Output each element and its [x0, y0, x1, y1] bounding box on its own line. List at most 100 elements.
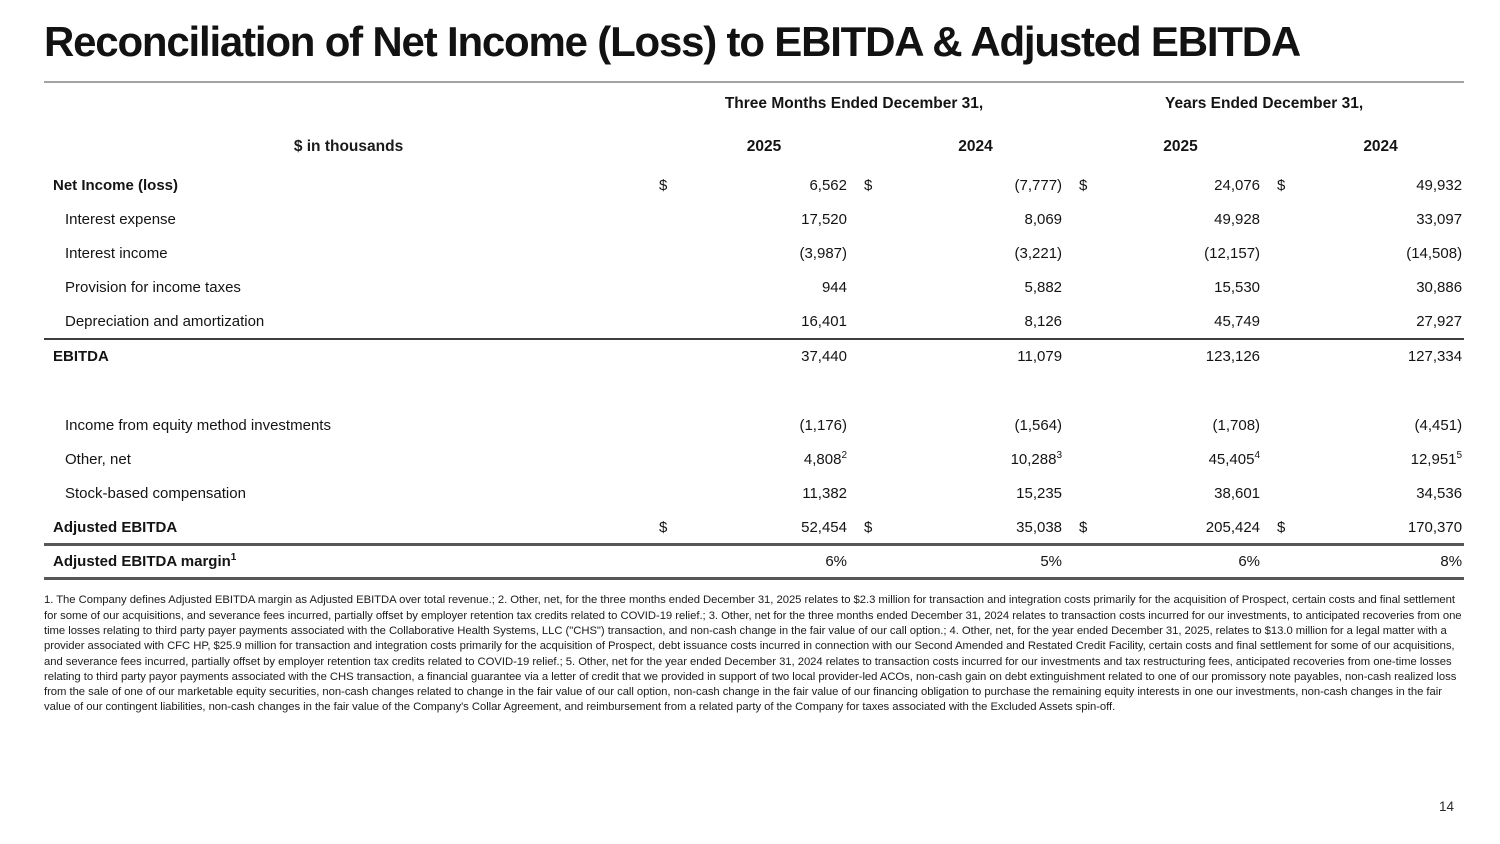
page-title: Reconciliation of Net Income (Loss) to E…	[44, 18, 1301, 65]
value-cell: 49,928	[1214, 211, 1261, 229]
value-cell: 170,370	[1407, 518, 1463, 536]
currency-symbol	[644, 409, 679, 443]
currency-symbol	[849, 543, 887, 581]
value-cell: 11,382	[802, 485, 847, 503]
value-cell: 34,536	[1416, 485, 1463, 503]
value-cell: 6%	[1099, 543, 1263, 581]
row-label: Interest expense	[65, 211, 176, 229]
value-cell: 45,749	[1214, 312, 1261, 330]
value-cell: (1,708)	[1212, 417, 1261, 435]
table-row-equity-method-investments: Income from equity method investments (1…	[44, 409, 1464, 443]
table-row-interest-income: Interest income (3,987) (3,221) (12,157)…	[44, 237, 1464, 271]
row-label: Depreciation and amortization	[65, 312, 265, 330]
value-cell: 11,079	[887, 337, 1065, 373]
table-row-ebitda: EBITDA 37,440 11,079 123,126 127,334	[44, 337, 1465, 373]
value-cell: (12,157)	[1204, 245, 1261, 263]
value-cell: 15,530	[1214, 279, 1261, 297]
footnote-marker: 3	[1056, 450, 1063, 462]
currency-symbol	[1064, 337, 1100, 373]
currency-symbol	[849, 271, 887, 305]
value-cell: 6%	[679, 543, 849, 581]
currency-symbol: $	[659, 518, 668, 536]
value-cell: 123,126	[1099, 337, 1263, 373]
value-cell: 35,038	[1016, 518, 1063, 536]
value-cell: 30,886	[1416, 279, 1463, 297]
value-cell: (3,987)	[799, 245, 847, 263]
currency-symbol	[1262, 271, 1297, 305]
row-label: Other, net	[65, 451, 131, 469]
currency-symbol	[1262, 305, 1297, 339]
year-header-fy-2024: 2024	[1363, 137, 1398, 155]
currency-symbol	[644, 543, 679, 581]
footnote-marker: 1	[230, 552, 237, 564]
currency-symbol	[644, 337, 679, 373]
value-cell: 15,235	[1016, 485, 1063, 503]
value-cell: 17,520	[801, 211, 847, 229]
currency-symbol	[1262, 443, 1297, 477]
currency-symbol	[1262, 409, 1297, 443]
value-cell: 4,8082	[803, 450, 847, 469]
currency-symbol	[644, 443, 679, 477]
value-cell: (4,451)	[1414, 417, 1463, 435]
currency-symbol	[1064, 409, 1099, 443]
table-row-stock-based-compensation: Stock-based compensation 11,382 15,235 3…	[44, 477, 1464, 511]
value-cell: (3,221)	[1014, 245, 1063, 263]
currency-symbol	[644, 477, 679, 511]
reconciliation-table: Three Months Ended December 31, Years En…	[44, 83, 1465, 581]
currency-symbol	[849, 203, 887, 237]
currency-symbol	[1262, 477, 1297, 511]
footnote-marker: 5	[1456, 450, 1463, 462]
spacer-row	[44, 373, 1464, 409]
currency-symbol: $	[1277, 518, 1286, 536]
currency-symbol	[644, 237, 679, 271]
value-cell: 5,882	[1024, 279, 1063, 297]
value-cell: (1,176)	[799, 417, 847, 435]
year-header-3m-2025: 2025	[746, 137, 782, 155]
value-cell: 944	[821, 279, 847, 297]
currency-symbol: $	[659, 177, 668, 195]
empty-cell	[1064, 125, 1099, 169]
year-header-fy-2025: 2025	[1163, 137, 1198, 155]
currency-symbol	[849, 409, 887, 443]
value-cell: 205,424	[1205, 518, 1261, 536]
row-label: Interest income	[65, 245, 168, 263]
currency-symbol: $	[864, 518, 873, 536]
currency-symbol	[1262, 543, 1298, 581]
row-label: Net Income (loss)	[53, 177, 179, 195]
value-cell: 24,076	[1214, 177, 1261, 195]
empty-cell	[849, 125, 887, 169]
currency-symbol	[849, 443, 887, 477]
row-label: Adjusted EBITDA margin1	[44, 543, 644, 581]
footnotes-text: 1. The Company defines Adjusted EBITDA m…	[44, 594, 1462, 714]
value-cell: 49,932	[1416, 177, 1463, 195]
value-cell: 38,601	[1214, 485, 1261, 503]
year-header-3m-2024: 2024	[958, 137, 993, 155]
row-label: EBITDA	[44, 337, 644, 373]
group-header-three-months: Three Months Ended December 31,	[724, 94, 984, 112]
column-group-header-row: Three Months Ended December 31, Years En…	[44, 83, 1464, 125]
table-row-other-net: Other, net 4,8082 10,2883 45,4054 12,951…	[44, 443, 1464, 477]
footnote-marker: 4	[1254, 450, 1261, 462]
currency-symbol: $	[1277, 177, 1286, 195]
table-row-depreciation-amortization: Depreciation and amortization 16,401 8,1…	[44, 305, 1464, 339]
value-cell: 127,334	[1297, 337, 1465, 373]
value-cell: 27,927	[1416, 312, 1463, 330]
value-cell: (1,564)	[1014, 417, 1063, 435]
value-cell: 33,097	[1416, 211, 1463, 229]
empty-cell	[44, 83, 644, 125]
value-cell: 6,562	[809, 177, 847, 195]
value-cell: 8%	[1297, 543, 1465, 581]
currency-symbol: $	[1079, 518, 1088, 536]
value-cell: 16,401	[801, 312, 847, 330]
currency-symbol	[1064, 203, 1099, 237]
currency-symbol	[1064, 543, 1100, 581]
currency-symbol	[1262, 203, 1297, 237]
value-cell: 8,126	[1024, 312, 1063, 330]
currency-symbol	[849, 477, 887, 511]
row-label: Adjusted EBITDA	[53, 518, 178, 536]
currency-symbol	[1064, 271, 1099, 305]
units-label: $ in thousands	[293, 137, 404, 155]
table-row-provision-income-taxes: Provision for income taxes 944 5,882 15,…	[44, 271, 1464, 305]
empty-cell	[1262, 125, 1297, 169]
